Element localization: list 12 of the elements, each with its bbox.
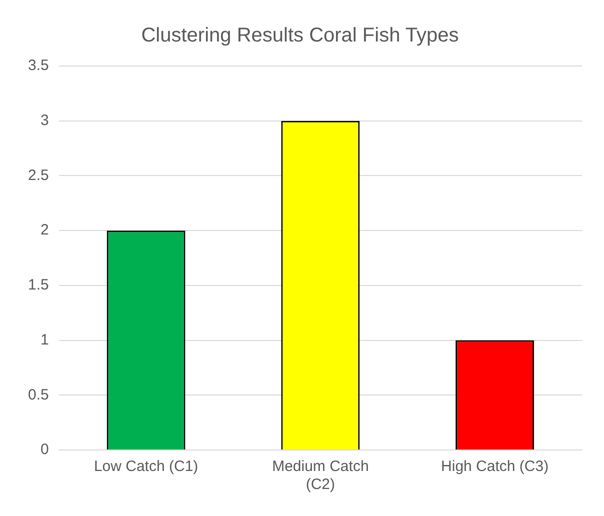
y-tick-label: 0.5 — [28, 386, 49, 404]
x-tick-label: Low Catch (C1) — [94, 458, 198, 476]
y-tick-label: 3 — [40, 112, 49, 129]
y-tick-label: 2.5 — [28, 166, 49, 184]
chart-title: Clustering Results Coral Fish Types — [141, 24, 459, 47]
y-tick-label: 0 — [40, 441, 49, 458]
y-tick-label: 3.5 — [28, 57, 49, 74]
y-tick-label: 1.5 — [28, 276, 49, 294]
y-tick-label: 2 — [40, 222, 49, 239]
x-tick-label: High Catch (C3) — [441, 458, 549, 476]
x-tick-label: Medium Catch (C2) — [272, 458, 369, 494]
y-tick-label: 1 — [40, 331, 49, 348]
